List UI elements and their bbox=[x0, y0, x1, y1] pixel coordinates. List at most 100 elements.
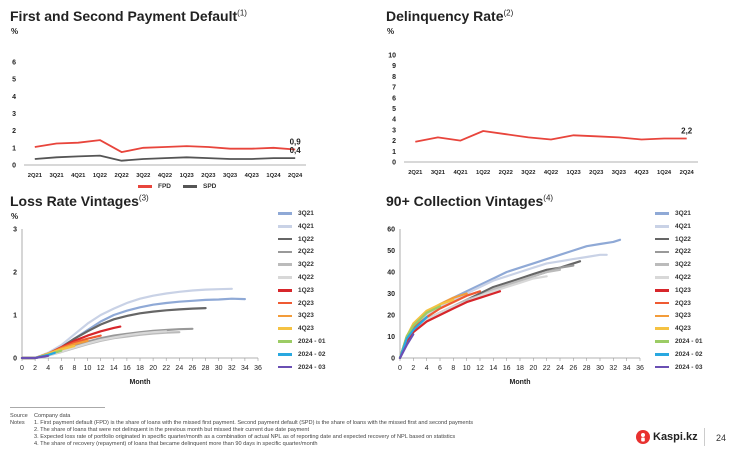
loss-rate-legend-swatch bbox=[278, 225, 292, 228]
collection-legend-swatch bbox=[655, 250, 669, 254]
loss-rate-legend-swatch bbox=[278, 250, 292, 254]
fpd-series-line bbox=[34, 139, 296, 153]
fpd-end-data-label: 0,4 bbox=[290, 146, 302, 155]
loss-rate-series-line bbox=[20, 354, 50, 360]
delinquency-y-tick-label: 5 bbox=[392, 106, 396, 113]
collection-legend-label: 2Q23 bbox=[675, 299, 691, 307]
loss-rate-legend-item: 2024 - 01 bbox=[278, 338, 325, 345]
collection-legend-swatch bbox=[655, 225, 669, 228]
collection-legend-label: 3Q22 bbox=[675, 261, 691, 269]
delinquency-y-tick-label: 9 bbox=[392, 63, 396, 70]
loss-rate-x-tick-label: 10 bbox=[84, 365, 92, 372]
loss-rate-x-tick-label: 22 bbox=[162, 365, 170, 372]
fpd-x-tick-label: 2Q23 bbox=[201, 173, 216, 179]
loss-rate-legend-label: 4Q22 bbox=[298, 274, 314, 281]
collection-legend-item: 2024 - 03 bbox=[655, 364, 702, 371]
collection-y-tick-label: 40 bbox=[387, 270, 395, 277]
delinquency-x-tick-label: 2Q24 bbox=[680, 170, 695, 176]
loss-rate-legend-label: 4Q23 bbox=[298, 325, 314, 333]
collection-legend-item: 2Q22 bbox=[655, 248, 691, 255]
collection-x-tick-label: 14 bbox=[489, 365, 497, 372]
loss-rate-legend-item: 3Q23 bbox=[278, 312, 314, 319]
collection-legend-item: 3Q21 bbox=[655, 210, 691, 217]
loss-rate-y-tick-label: 1 bbox=[13, 313, 17, 320]
collection-legend-swatch bbox=[655, 340, 669, 343]
note-3: 3. Expected loss rate of portfolio origi… bbox=[34, 434, 456, 440]
collection-series-line bbox=[398, 305, 442, 360]
loss-rate-x-tick-label: 8 bbox=[72, 365, 76, 372]
loss-rate-legend-label: 2024 - 02 bbox=[298, 350, 326, 358]
loss-rate-legend-item: 1Q22 bbox=[278, 236, 314, 243]
fpd-x-tick-label: 2Q21 bbox=[28, 173, 43, 179]
collection-x-tick-label: 24 bbox=[556, 365, 564, 372]
loss-rate-x-tick-label: 12 bbox=[97, 365, 105, 372]
fpd-chart: 0 1 2 3 4 5 6 2Q21 3Q21 4Q21 1Q22 2Q22 3Q22 4Q22 1Q23 2… bbox=[12, 60, 306, 179]
loss-rate-legend-label: 3Q22 bbox=[298, 261, 314, 269]
loss-rate-unit-label: % bbox=[11, 212, 19, 221]
loss-rate-legend-swatch bbox=[278, 340, 292, 343]
fpd-x-tick-label: 4Q21 bbox=[71, 173, 86, 179]
fpd-x-tick-label: 1Q24 bbox=[266, 173, 281, 179]
collection-series-line bbox=[398, 253, 608, 360]
loss-rate-x-tick-label: 34 bbox=[241, 365, 249, 372]
loss-rate-y-tick-label: 3 bbox=[13, 227, 17, 234]
loss-rate-legend-swatch bbox=[278, 289, 292, 292]
loss-rate-series-line bbox=[20, 334, 102, 360]
loss-rate-legend-label: 4Q21 bbox=[298, 222, 314, 230]
loss-rate-legend-item: 3Q21 bbox=[278, 210, 314, 217]
delinquency-y-tick-label: 1 bbox=[392, 149, 396, 156]
collection-legend: 3Q21 4Q21 1Q22 2Q22 3Q22 4Q22 1Q23 2Q23 3Q23 4Q23… bbox=[655, 210, 735, 385]
collection-x-tick-label: 0 bbox=[398, 365, 402, 372]
fpd-y-tick-label: 3 bbox=[12, 111, 16, 118]
loss-rate-legend-label: 3Q21 bbox=[298, 210, 314, 217]
loss-rate-x-tick-label: 30 bbox=[215, 365, 223, 372]
fpd-x-tick-label: 3Q22 bbox=[136, 173, 150, 179]
collection-y-tick-label: 0 bbox=[391, 356, 395, 363]
delinquency-chart-title: Delinquency Rate(2) bbox=[386, 8, 514, 24]
collection-series-line bbox=[398, 316, 428, 360]
collection-legend-label: 2024 - 02 bbox=[675, 350, 703, 358]
collection-x-tick-label: 28 bbox=[583, 365, 591, 372]
delinquency-x-tick-label: 4Q23 bbox=[634, 170, 649, 176]
delinquency-x-tick-label: 1Q24 bbox=[657, 170, 672, 176]
collection-series-line bbox=[398, 298, 455, 360]
delinquency-y-tick-label: 10 bbox=[388, 53, 396, 60]
collection-legend-label: 2024 - 03 bbox=[675, 363, 703, 371]
loss-rate-x-tick-label: 14 bbox=[110, 365, 118, 372]
loss-rate-legend-item: 3Q22 bbox=[278, 261, 314, 268]
collection-x-tick-label: 32 bbox=[609, 365, 617, 372]
collection-series-line bbox=[398, 292, 468, 360]
loss-rate-legend-item: 1Q23 bbox=[278, 287, 314, 294]
collection-series-line bbox=[398, 333, 415, 360]
collection-x-tick-label: 36 bbox=[636, 365, 644, 372]
fpd-series-line bbox=[34, 154, 296, 162]
fpd-unit-label: % bbox=[11, 27, 19, 36]
notes-label: Notes bbox=[10, 420, 25, 426]
collection-x-tick-label: 26 bbox=[569, 365, 577, 372]
loss-rate-x-tick-label: 2 bbox=[33, 365, 37, 372]
loss-rate-legend-item: 2Q23 bbox=[278, 300, 314, 307]
loss-rate-legend-label: 1Q23 bbox=[298, 286, 314, 294]
collection-legend-label: 4Q21 bbox=[675, 222, 691, 230]
loss-rate-y-tick-label: 0 bbox=[13, 356, 17, 363]
collection-legend-swatch bbox=[655, 301, 669, 305]
collection-x-tick-label: 10 bbox=[463, 365, 471, 372]
fpd-x-tick-label: 3Q23 bbox=[223, 173, 238, 179]
loss-rate-x-tick-label: 26 bbox=[189, 365, 197, 372]
loss-rate-x-tick-label: 16 bbox=[123, 365, 131, 372]
loss-rate-legend-swatch bbox=[278, 353, 292, 356]
fpd-x-tick-label: 1Q22 bbox=[93, 173, 107, 179]
loss-rate-legend-item: 4Q23 bbox=[278, 325, 314, 332]
fpd-x-tick-label: 4Q22 bbox=[158, 173, 172, 179]
loss-rate-legend-swatch bbox=[278, 365, 292, 369]
fpd-y-tick-label: 0 bbox=[12, 163, 16, 170]
delinquency-y-tick-label: 8 bbox=[392, 74, 396, 81]
loss-rate-legend: 3Q21 4Q21 1Q22 2Q22 3Q22 4Q22 1Q23 2Q23 3Q23 4Q23… bbox=[278, 210, 348, 385]
fpd-chart-title: First and Second Payment Default(1) bbox=[10, 8, 247, 24]
delinquency-x-tick-label: 2Q22 bbox=[499, 170, 513, 176]
delinquency-y-tick-label: 6 bbox=[392, 95, 396, 102]
fpd-end-data-label: 0,9 bbox=[290, 138, 302, 147]
fpd-legend-swatch bbox=[138, 185, 152, 188]
delinquency-chart: 0 1 2 3 4 5 6 7 8 9 10 2Q21 3Q21 4Q21 1Q22 2Q22 3Q22 4Q22… bbox=[388, 53, 698, 176]
